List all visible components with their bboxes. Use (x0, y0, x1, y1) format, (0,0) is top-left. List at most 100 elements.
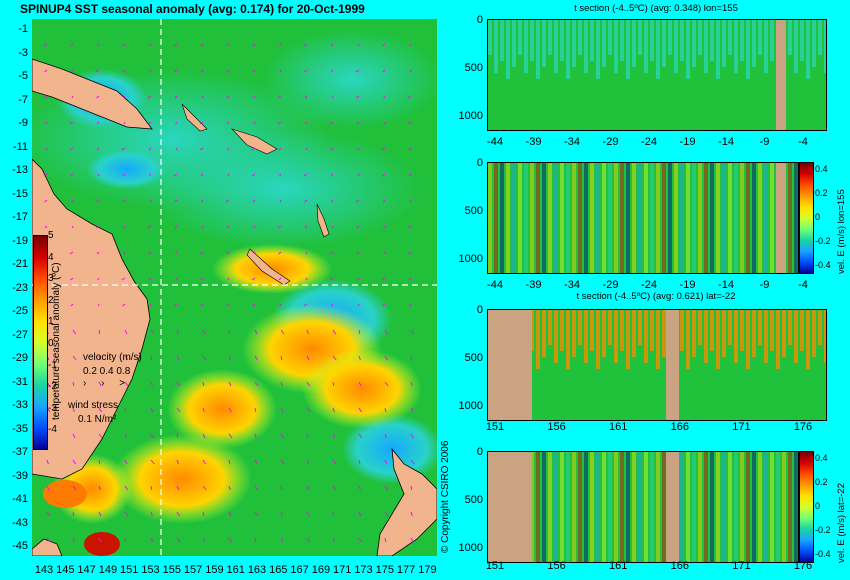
wind-stress-arrow (332, 433, 336, 439)
wind-stress-arrow (176, 355, 180, 361)
section-stripe (536, 20, 540, 79)
section-x-tick: -29 (602, 136, 619, 148)
wind-stress-arrow (280, 355, 283, 361)
section-x-tick: 176 (793, 421, 813, 433)
wind-stress-arrow (202, 381, 205, 387)
section-x-tick: 166 (670, 421, 689, 433)
section-panel-1 (487, 19, 827, 131)
section-stripe (782, 452, 786, 562)
section-x-tick: 151 (485, 560, 505, 572)
section-panel-3 (487, 309, 827, 421)
wind-stress-arrow (200, 303, 204, 307)
section-stripe (680, 310, 684, 351)
section-stripe (590, 163, 594, 273)
section-stripe (710, 20, 714, 61)
section-stripe (812, 20, 816, 67)
map-lon-tick: 159 (205, 564, 224, 576)
section-stripe (758, 20, 762, 55)
wind-stress-arrow (98, 537, 103, 543)
sst-colorbar-tick: 3 (48, 273, 54, 285)
wind-stress-arrow (72, 459, 77, 465)
wind-stress-arrow (410, 537, 414, 543)
wind-stress-arrow (384, 485, 389, 491)
wind-stress-arrow (124, 407, 127, 413)
velocity-colorbar-tick: -0.2 (815, 236, 831, 246)
wind-stress-arrow (332, 485, 337, 491)
section-stripe (584, 452, 588, 562)
wind-stress-arrow (251, 277, 256, 281)
section-stripe (740, 20, 744, 61)
wind-stress-arrow (252, 43, 256, 47)
section-stripe (590, 310, 594, 351)
wind-stress-arrow (303, 43, 308, 47)
wind-stress-arrow (306, 381, 311, 387)
section-stripe (776, 310, 780, 369)
map-lat-tick: -17 (12, 211, 28, 223)
section-stripe (692, 310, 696, 357)
wind-stress-arrow (279, 69, 282, 73)
section-stripe (764, 452, 768, 562)
wind-stress-arrow (70, 303, 74, 307)
velocity-colorbar-tick: 0.4 (815, 164, 828, 174)
map-lon-tick: 175 (375, 564, 394, 576)
wind-stress-arrow (122, 173, 126, 177)
section-stripe (638, 163, 642, 273)
wind-stress-arrow (199, 251, 204, 255)
wind-stress-arrow (252, 173, 256, 177)
section-stripe (788, 163, 792, 273)
wind-stress-arrow (72, 381, 75, 387)
section-x-tick: 166 (670, 560, 689, 572)
section-stripe (638, 20, 642, 55)
section-stripe (740, 310, 744, 351)
wind-stress-arrow (72, 511, 75, 517)
wind-stress-arrow (226, 121, 230, 125)
wind-stress-arrow (228, 537, 233, 543)
section-stripe (620, 20, 624, 61)
section-land (776, 20, 786, 130)
wind-stress-arrow (71, 69, 74, 73)
section-x-tick: 161 (609, 421, 628, 433)
section-stripe (740, 163, 744, 273)
sst-colorbar-tick: 4 (48, 251, 54, 263)
map-lat-tick: -11 (12, 140, 28, 153)
wind-stress-arrow (409, 43, 412, 47)
section-depth-tick: 500 (464, 352, 483, 364)
wind-stress-arrow (357, 303, 360, 307)
wind-stress-arrow (358, 459, 361, 465)
wind-stress-arrow (98, 433, 103, 439)
wind-stress-arrow (225, 69, 230, 73)
section-field (488, 20, 826, 130)
section-stripe (674, 163, 678, 273)
land-vanuatu (316, 203, 330, 238)
wind-legend-scale: 0.1 N/m² (78, 414, 117, 425)
sst-colorbar (33, 235, 48, 450)
wind-stress-arrow (253, 121, 256, 125)
map-lon-tick: 147 (77, 564, 96, 576)
section-stripe (686, 163, 690, 273)
map-lon-tick: 157 (183, 564, 203, 576)
section-depth-tick: 0 (476, 446, 483, 458)
wind-stress-arrow (382, 43, 386, 47)
section-x-tick: -34 (564, 279, 580, 291)
wind-stress-arrow (202, 355, 207, 361)
map-lat-tick: -23 (12, 281, 28, 294)
section-stripe (692, 452, 696, 562)
wind-stress-arrow (329, 251, 334, 255)
map-lon-tick: 167 (290, 564, 309, 576)
wind-legend-label: wind stress (68, 400, 119, 411)
section-stripe (608, 20, 612, 55)
section-stripe (626, 310, 630, 369)
wind-stress-arrow (384, 381, 389, 387)
section-stripe (740, 452, 744, 562)
wind-stress-arrow (150, 459, 155, 465)
section-stripe (818, 310, 822, 345)
wind-stress-arrow (382, 173, 386, 177)
wind-stress-arrow (124, 329, 128, 335)
map-canvas (32, 19, 437, 556)
map-lon-tick: 143 (34, 564, 54, 576)
wind-stress-arrow (69, 121, 74, 125)
wind-stress-arrow (98, 511, 102, 517)
section-stripe (596, 310, 600, 369)
map-lon-tick: 161 (226, 564, 245, 576)
wind-stress-arrow (149, 303, 152, 307)
